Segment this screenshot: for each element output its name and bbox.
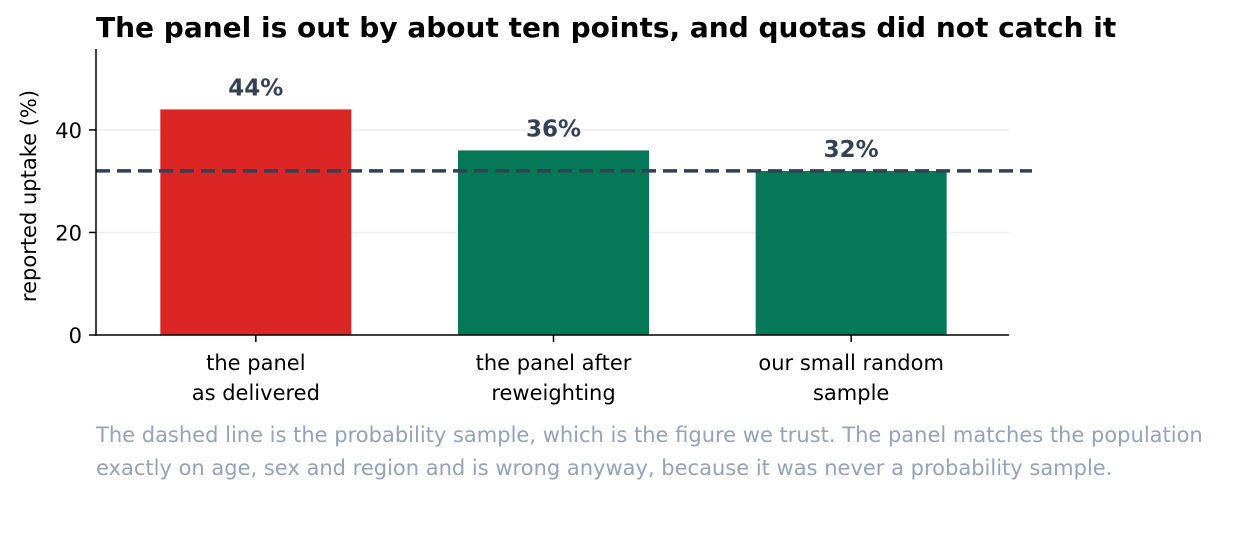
chart-title: The panel is out by about ten points, an… <box>96 11 1117 44</box>
x-category-label: our small random <box>758 351 944 375</box>
x-category-label: sample <box>813 381 889 405</box>
x-category-label: reweighting <box>491 381 615 405</box>
bars <box>160 109 947 336</box>
data-label: 44% <box>228 75 283 101</box>
data-label: 36% <box>526 116 581 142</box>
chart-caption: The dashed line is the probability sampl… <box>96 423 1203 480</box>
x-category-label: as delivered <box>192 381 320 405</box>
axes <box>89 49 1009 342</box>
x-category-label: the panel after <box>476 351 632 375</box>
data-label: 32% <box>824 137 879 163</box>
y-tick-label: 40 <box>55 119 82 143</box>
bar-1 <box>160 109 352 336</box>
labels: 0 20 40 the panel as delivered the panel afte… <box>17 75 944 405</box>
bar-2 <box>458 150 649 335</box>
y-axis-label: reported uptake (%) <box>17 90 41 302</box>
y-tick-label: 0 <box>69 324 82 348</box>
y-tick-label: 20 <box>55 221 82 245</box>
x-category-label: the panel <box>206 351 305 375</box>
bar-3 <box>755 170 947 335</box>
